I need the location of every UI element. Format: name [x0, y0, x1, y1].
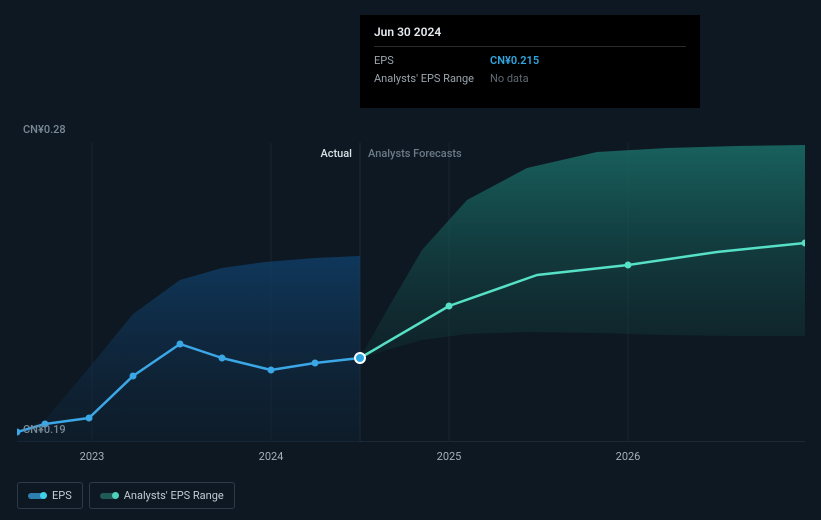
legend-swatch-eps	[28, 493, 46, 499]
tooltip-row: EPSCN¥0.215	[374, 52, 686, 70]
legend-item-eps[interactable]: EPS	[17, 482, 83, 509]
tooltip-row-value: No data	[490, 70, 529, 88]
tooltip-date: Jun 30 2024	[374, 25, 686, 47]
x-axis-tick: 2026	[616, 450, 641, 463]
section-label-forecast: Analysts Forecasts	[368, 147, 462, 160]
legend-label: EPS	[52, 489, 72, 502]
tooltip-row-label: Analysts' EPS Range	[374, 70, 490, 88]
tooltip-row: Analysts' EPS RangeNo data	[374, 70, 686, 88]
legend-swatch-range	[100, 493, 118, 499]
legend-label: Analysts' EPS Range	[124, 489, 224, 502]
chart-tooltip: Jun 30 2024 EPSCN¥0.215Analysts' EPS Ran…	[360, 15, 700, 108]
x-axis-tick: 2024	[259, 450, 284, 463]
chart-legend: EPS Analysts' EPS Range	[17, 482, 235, 509]
tooltip-row-value: CN¥0.215	[490, 52, 539, 70]
tooltip-row-label: EPS	[374, 52, 490, 70]
y-axis-tick: CN¥0.28	[23, 123, 66, 136]
x-axis-tick: 2023	[80, 450, 105, 463]
x-axis-tick: 2025	[437, 450, 462, 463]
y-axis-tick: CN¥0.19	[23, 423, 66, 436]
section-label-actual: Actual	[320, 147, 352, 160]
legend-item-range[interactable]: Analysts' EPS Range	[89, 482, 235, 509]
